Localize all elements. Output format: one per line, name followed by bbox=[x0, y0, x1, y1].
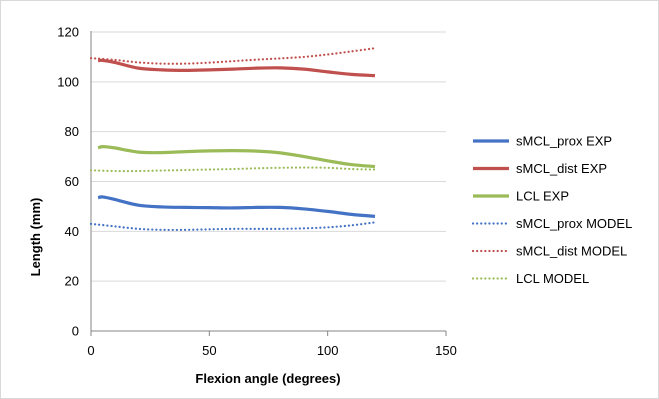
y-tick-label: 0 bbox=[72, 324, 79, 339]
y-axis-title: Length (mm) bbox=[28, 198, 43, 277]
legend-label: LCL MODEL bbox=[516, 271, 589, 286]
y-tick-label: 80 bbox=[65, 124, 79, 139]
series-line-lcl-exp bbox=[97, 145, 376, 169]
legend-label: LCL EXP bbox=[516, 189, 569, 204]
x-tick-label: 50 bbox=[202, 343, 216, 358]
series-line-smcl-dist-exp bbox=[97, 58, 376, 78]
x-tick-label: 150 bbox=[435, 343, 457, 358]
series-lines bbox=[89, 47, 377, 232]
legend-label: sMCL_dist EXP bbox=[516, 161, 607, 176]
legend-label: sMCL_prox EXP bbox=[516, 134, 612, 149]
y-tick-label: 100 bbox=[57, 74, 79, 89]
series-line-smcl-prox-exp bbox=[97, 195, 376, 218]
x-tick-label: 0 bbox=[87, 343, 94, 358]
series-line-smcl-dist-model bbox=[89, 47, 377, 65]
gridlines bbox=[91, 31, 446, 282]
legend-label: sMCL_prox MODEL bbox=[516, 216, 632, 231]
y-tick-label: 60 bbox=[65, 174, 79, 189]
y-tick-label: 120 bbox=[57, 25, 79, 40]
x-tick-labels: 0 50 100 150 bbox=[87, 343, 456, 358]
y-tick-label: 40 bbox=[65, 224, 79, 239]
series-line-lcl-model bbox=[89, 166, 377, 173]
y-tick-label: 20 bbox=[65, 274, 79, 289]
y-tick-labels: 0 20 40 60 80 100 120 bbox=[57, 25, 79, 339]
legend: sMCL_prox EXP sMCL_dist EXP LCL EXP sMCL_pr… bbox=[471, 134, 632, 286]
legend-label: sMCL_dist MODEL bbox=[516, 244, 627, 259]
x-axis-title: Flexion angle (degrees) bbox=[195, 371, 340, 386]
axes bbox=[90, 31, 447, 336]
x-tick-label: 100 bbox=[317, 343, 339, 358]
series-line-smcl-prox-model bbox=[89, 221, 377, 232]
